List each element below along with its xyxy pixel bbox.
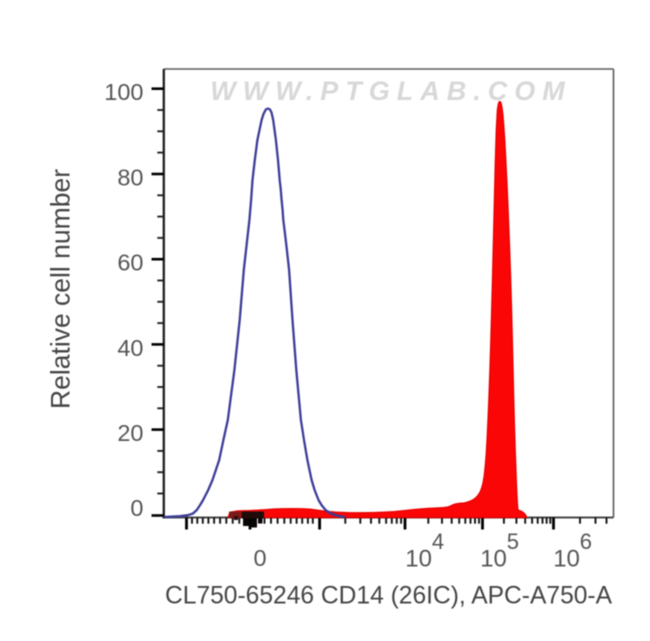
svg-text:6: 6 xyxy=(580,529,592,554)
svg-text:10: 10 xyxy=(553,546,580,573)
svg-text:CL750-65246 CD14 (26IC), APC-A: CL750-65246 CD14 (26IC), APC-A750-A xyxy=(165,583,613,610)
svg-text:80: 80 xyxy=(117,164,143,190)
svg-text:10: 10 xyxy=(405,546,432,573)
svg-text:10: 10 xyxy=(480,546,507,573)
svg-text:0: 0 xyxy=(253,545,266,571)
svg-text:WWW.PTGLAB.COM: WWW.PTGLAB.COM xyxy=(210,76,571,106)
svg-text:5: 5 xyxy=(507,529,519,554)
svg-text:Relative cell number: Relative cell number xyxy=(46,169,76,409)
svg-text:20: 20 xyxy=(117,420,143,446)
svg-text:4: 4 xyxy=(432,529,444,554)
svg-text:0: 0 xyxy=(130,495,143,521)
svg-text:60: 60 xyxy=(117,250,143,276)
svg-text:100: 100 xyxy=(104,79,143,105)
svg-text:40: 40 xyxy=(117,335,143,361)
